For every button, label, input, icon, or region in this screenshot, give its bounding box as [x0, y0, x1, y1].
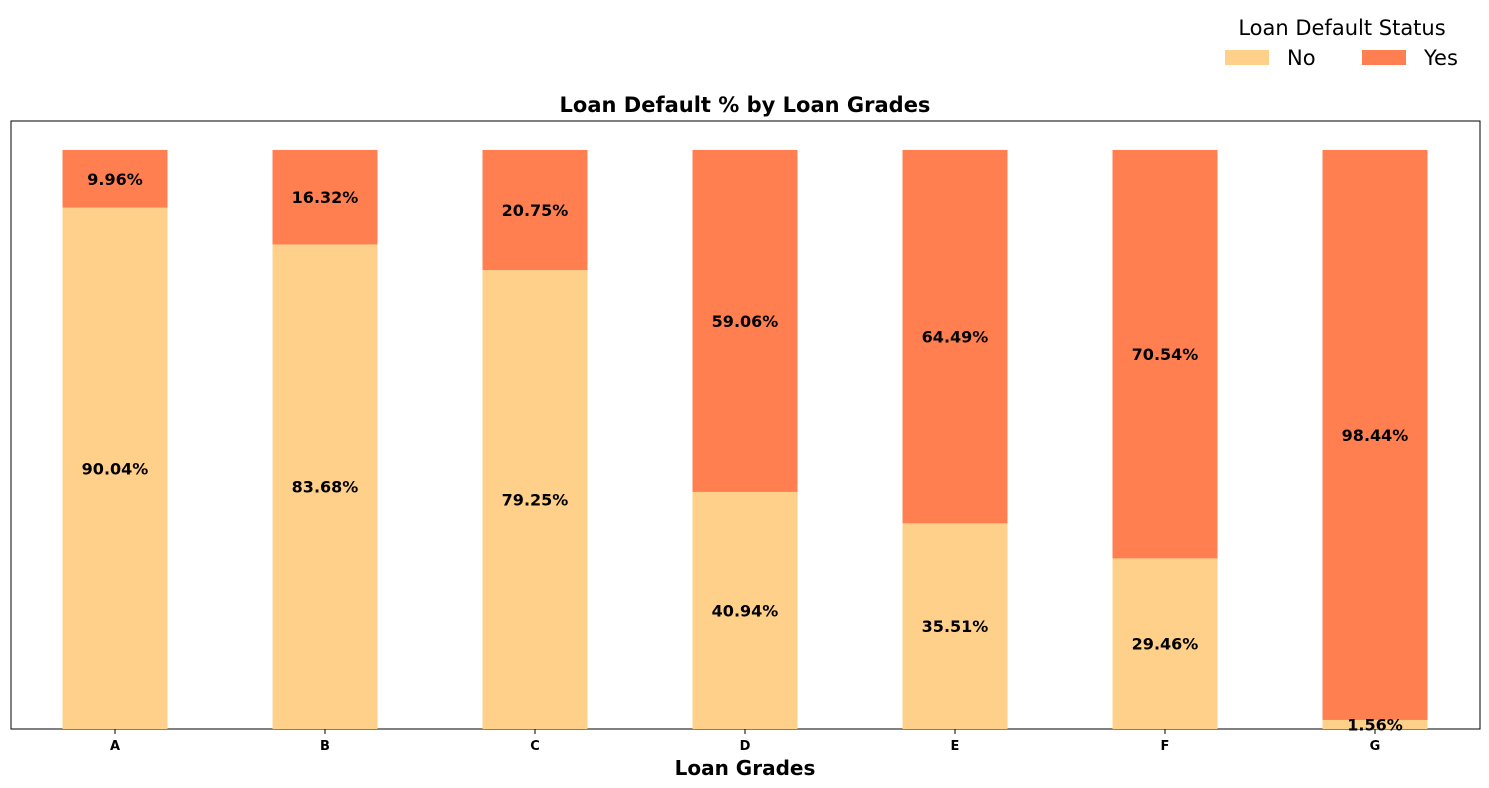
data-label-a-yes: 9.96%	[87, 170, 143, 189]
legend-swatch-no	[1225, 50, 1269, 65]
chart-title: Loan Default % by Loan Grades	[560, 93, 931, 117]
x-tick-label-e: E	[951, 739, 960, 754]
bar-f-no	[1112, 558, 1218, 729]
x-tick-label-g: G	[1370, 739, 1381, 754]
x-axis-label: Loan Grades	[675, 756, 816, 780]
data-label-e-yes: 64.49%	[922, 328, 989, 347]
bars-group	[62, 149, 1428, 730]
bar-d-no	[692, 491, 798, 729]
x-tick-label-d: D	[740, 739, 751, 754]
bar-c-no	[482, 270, 588, 729]
legend-label-yes: Yes	[1423, 46, 1458, 70]
data-label-a-no: 90.04%	[82, 459, 149, 478]
legend-title: Loan Default Status	[1238, 16, 1445, 40]
bar-a-no	[62, 207, 168, 730]
data-label-e-no: 35.51%	[922, 617, 989, 636]
bar-d-yes	[692, 149, 798, 492]
legend-swatch-yes	[1362, 50, 1406, 65]
x-tick-label-a: A	[110, 739, 120, 754]
bar-c-yes	[482, 149, 588, 271]
bar-g-no	[1322, 719, 1428, 729]
bar-b-yes	[272, 149, 378, 245]
data-label-f-no: 29.46%	[1132, 635, 1199, 654]
legend: Loan Default Status No Yes	[1225, 16, 1458, 70]
bar-e-yes	[902, 149, 1008, 524]
data-label-c-no: 79.25%	[502, 491, 569, 510]
data-label-g-yes: 98.44%	[1342, 426, 1409, 445]
x-tick-label-b: B	[320, 739, 330, 754]
x-tick-label-f: F	[1161, 739, 1170, 754]
x-ticks-group: A B C D E F G	[110, 729, 1380, 754]
data-label-b-no: 83.68%	[292, 478, 359, 497]
bar-e-no	[902, 523, 1008, 729]
x-tick-label-c: C	[530, 739, 540, 754]
legend-label-no: No	[1287, 46, 1316, 70]
bar-f-yes	[1112, 149, 1218, 559]
data-label-b-yes: 16.32%	[292, 188, 359, 207]
data-label-c-yes: 20.75%	[502, 201, 569, 220]
bar-g-yes	[1322, 149, 1428, 720]
data-labels-group: 90.04% 9.96% 83.68% 16.32% 79.25% 20.75% 40.94…	[82, 170, 1409, 735]
data-label-d-no: 40.94%	[712, 601, 779, 620]
data-label-g-no: 1.56%	[1347, 715, 1403, 734]
data-label-f-yes: 70.54%	[1132, 345, 1199, 364]
bar-b-no	[272, 244, 378, 730]
data-label-d-yes: 59.06%	[712, 312, 779, 331]
bar-a-yes	[62, 149, 168, 208]
